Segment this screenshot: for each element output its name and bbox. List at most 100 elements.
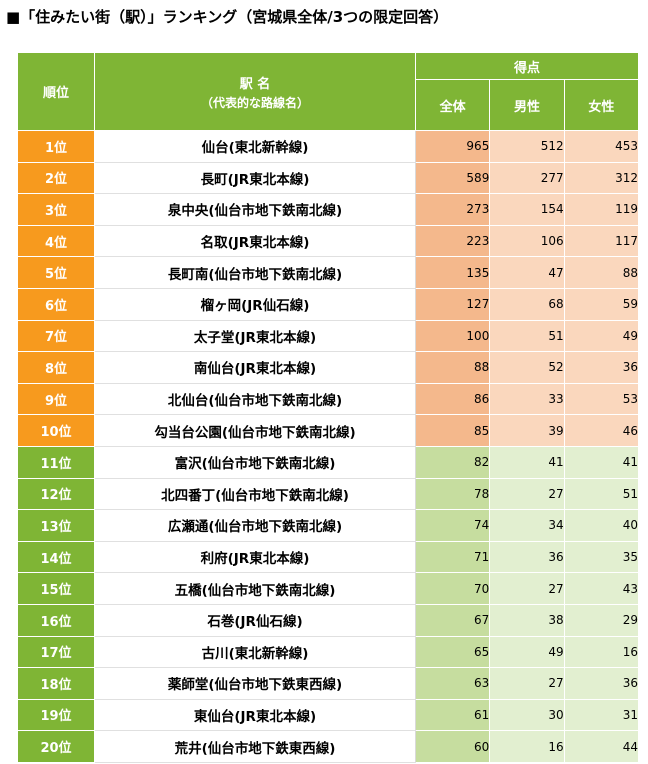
rank-cell: 20位 [17,730,95,763]
male-score-cell: 36 [489,540,565,574]
total-score-cell: 965 [414,130,491,163]
rank-cell: 17位 [17,635,95,669]
table-row: 16位 石巻(JR仙石線) 67 38 29 [17,603,640,637]
female-score-cell: 31 [563,698,640,732]
female-score-cell: 59 [563,287,640,321]
male-score-cell: 27 [489,667,565,700]
station-cell: 古川(東北新幹線) [94,635,416,669]
total-score-cell: 60 [414,730,491,763]
rank-cell: 4位 [17,224,95,258]
male-score-cell: 154 [489,193,565,226]
female-score-cell: 36 [563,351,640,384]
male-score-cell: 39 [489,414,565,447]
table-row: 12位 北四番丁(仙台市地下鉄南北線) 78 27 51 [17,477,640,511]
female-score-cell: 49 [563,319,640,353]
header-station-label: 駅 名 [239,76,271,92]
station-cell: 五橋(仙台市地下鉄南北線) [94,572,416,605]
female-score-cell: 43 [563,572,640,605]
female-score-cell: 16 [563,635,640,669]
station-cell: 広瀬通(仙台市地下鉄南北線) [94,509,416,542]
table-row: 15位 五橋(仙台市地下鉄南北線) 70 27 43 [17,572,640,605]
female-score-cell: 36 [563,667,640,700]
table-row: 17位 古川(東北新幹線) 65 49 16 [17,635,640,669]
female-score-cell: 119 [563,193,640,226]
rank-cell: 5位 [17,256,95,289]
rank-cell: 9位 [17,382,95,416]
female-score-cell: 453 [563,130,640,163]
rank-cell: 14位 [17,540,95,574]
rank-cell: 12位 [17,477,95,511]
total-score-cell: 74 [414,509,491,542]
header-station-sub: （代表的な路線名） [200,95,309,110]
female-score-cell: 51 [563,477,640,511]
station-cell: 北四番丁(仙台市地下鉄南北線) [94,477,416,511]
male-score-cell: 27 [489,572,565,605]
male-score-cell: 27 [489,477,565,511]
table-row: 20位 荒井(仙台市地下鉄東西線) 60 16 44 [17,730,640,763]
male-score-cell: 38 [489,603,565,637]
rank-cell: 16位 [17,603,95,637]
female-score-cell: 312 [563,161,640,195]
rank-cell: 19位 [17,698,95,732]
total-score-cell: 135 [414,256,491,289]
male-score-cell: 41 [489,445,565,479]
station-cell: 長町南(仙台市地下鉄南北線) [94,256,416,289]
total-score-cell: 63 [414,667,491,700]
rank-cell: 13位 [17,509,95,542]
station-cell: 仙台(東北新幹線) [94,130,416,163]
female-score-cell: 44 [563,730,640,763]
table-row: 18位 薬師堂(仙台市地下鉄東西線) 63 27 36 [17,667,640,700]
station-cell: 東仙台(JR東北本線) [94,698,416,732]
station-cell: 富沢(仙台市地下鉄南北線) [94,445,416,479]
header-female: 女性 [563,79,640,131]
table-row: 10位 勾当台公園(仙台市地下鉄南北線) 85 39 46 [17,414,640,447]
header-station: 駅 名 （代表的な路線名） [94,52,416,131]
male-score-cell: 47 [489,256,565,289]
header-score-group: 得点 [415,52,639,80]
total-score-cell: 273 [414,193,491,226]
total-score-cell: 100 [414,319,491,353]
header-male: 男性 [489,79,565,131]
male-score-cell: 16 [489,730,565,763]
station-cell: 利府(JR東北本線) [94,540,416,574]
total-score-cell: 61 [414,698,491,732]
station-cell: 荒井(仙台市地下鉄東西線) [94,730,416,763]
total-score-cell: 78 [414,477,491,511]
table-row: 5位 長町南(仙台市地下鉄南北線) 135 47 88 [17,256,640,289]
station-cell: 泉中央(仙台市地下鉄南北線) [94,193,416,226]
table-header: 順位 駅 名 （代表的な路線名） 得点 全体 男性 女性 [17,52,640,131]
table-row: 1位 仙台(東北新幹線) 965 512 453 [17,130,640,163]
female-score-cell: 46 [563,414,640,447]
male-score-cell: 33 [489,382,565,416]
rank-cell: 8位 [17,351,95,384]
rank-cell: 11位 [17,445,95,479]
male-score-cell: 277 [489,161,565,195]
station-cell: 榴ヶ岡(JR仙石線) [94,287,416,321]
male-score-cell: 106 [489,224,565,258]
rank-cell: 15位 [17,572,95,605]
total-score-cell: 65 [414,635,491,669]
table-row: 14位 利府(JR東北本線) 71 36 35 [17,540,640,574]
female-score-cell: 40 [563,509,640,542]
total-score-cell: 67 [414,603,491,637]
total-score-cell: 86 [414,382,491,416]
male-score-cell: 68 [489,287,565,321]
total-score-cell: 71 [414,540,491,574]
male-score-cell: 52 [489,351,565,384]
table-body: 1位 仙台(東北新幹線) 965 512 453 2位 長町(JR東北本線) 589 277 31… [17,130,640,763]
total-score-cell: 589 [414,161,491,195]
rank-cell: 2位 [17,161,95,195]
total-score-cell: 85 [414,414,491,447]
station-cell: 太子堂(JR東北本線) [94,319,416,353]
header-total: 全体 [414,79,491,131]
station-cell: 名取(JR東北本線) [94,224,416,258]
rank-cell: 7位 [17,319,95,353]
female-score-cell: 29 [563,603,640,637]
table-row: 11位 富沢(仙台市地下鉄南北線) 82 41 41 [17,445,640,479]
female-score-cell: 88 [563,256,640,289]
male-score-cell: 51 [489,319,565,353]
table-row: 9位 北仙台(仙台市地下鉄南北線) 86 33 53 [17,382,640,416]
male-score-cell: 34 [489,509,565,542]
table-row: 4位 名取(JR東北本線) 223 106 117 [17,224,640,258]
male-score-cell: 30 [489,698,565,732]
